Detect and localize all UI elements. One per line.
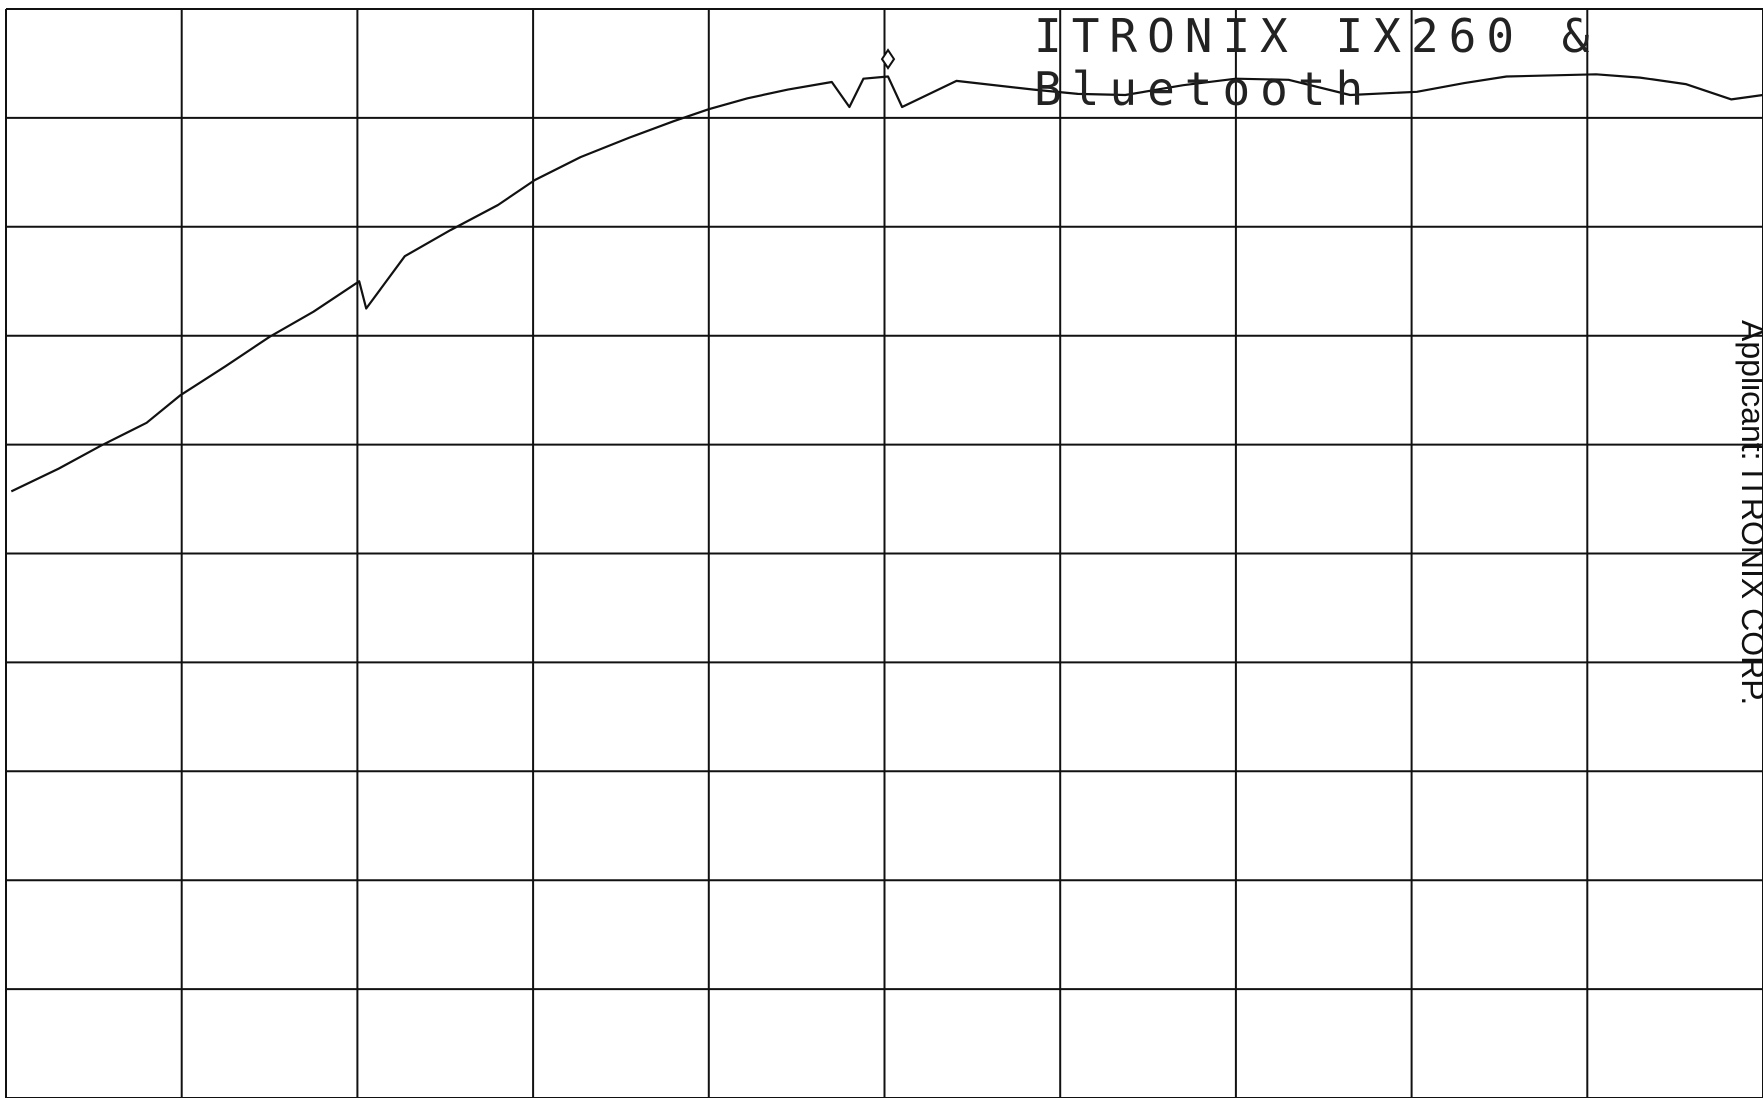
chart-title: ITRONIX IX260 & xyxy=(1034,9,1599,63)
trace xyxy=(10,73,1763,493)
marker xyxy=(880,48,896,70)
chart-subtitle: Bluetooth xyxy=(1034,62,1373,116)
annotation: Applicant: ITRONIX CORP. xyxy=(1735,320,1763,705)
